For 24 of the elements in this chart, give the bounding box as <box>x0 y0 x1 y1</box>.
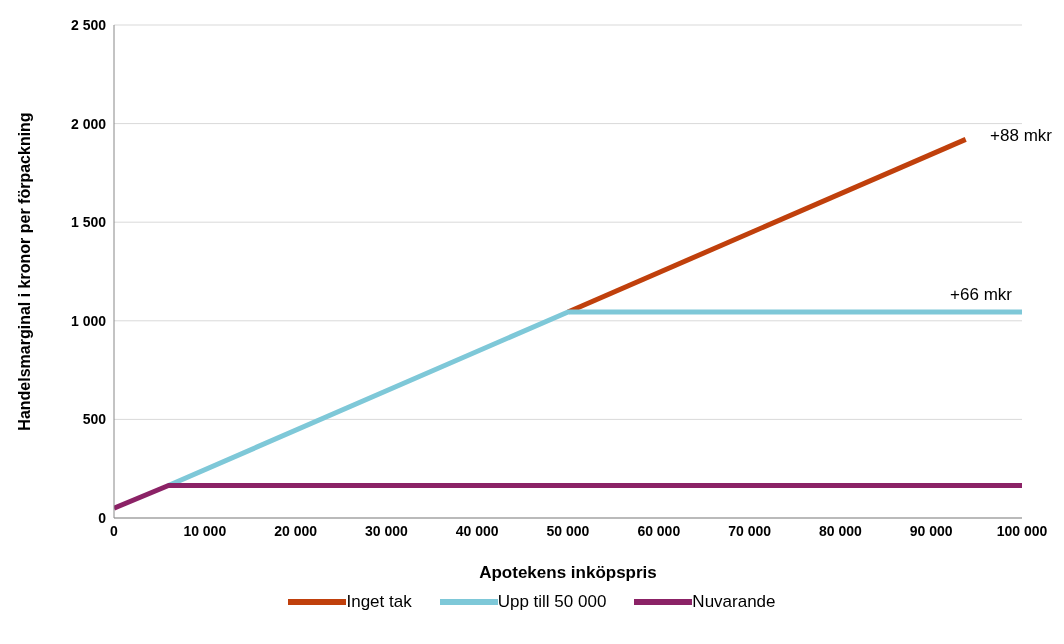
y-tick-label: 1 500 <box>70 214 107 231</box>
x-tick-label: 20 000 <box>274 522 318 539</box>
legend-label: Nuvarande <box>692 592 776 612</box>
y-tick-label: 2 500 <box>70 16 107 33</box>
y-tick-label: 1 000 <box>70 312 107 329</box>
x-tick-label: 90 000 <box>909 522 953 539</box>
x-tick-label: 50 000 <box>546 522 590 539</box>
y-tick-label: 2 000 <box>70 115 107 132</box>
x-tick-label: 70 000 <box>728 522 772 539</box>
x-tick-label: 60 000 <box>637 522 681 539</box>
legend-label: Inget tak <box>346 592 412 612</box>
x-axis-title: Apotekens inköpspris <box>479 563 657 582</box>
x-tick-label: 100 000 <box>996 522 1048 539</box>
legend-label: Upp till 50 000 <box>497 592 607 612</box>
annotation: +88 mkr <box>990 126 1052 146</box>
y-axis-title: Handelsmarginal i kronor per förpackning <box>15 112 33 431</box>
x-tick-label: 0 <box>110 522 119 539</box>
y-tick-label: 0 <box>98 509 107 526</box>
x-tick-label: 40 000 <box>455 522 499 539</box>
x-tick-label: 80 000 <box>818 522 863 539</box>
x-tick-label: 10 000 <box>183 522 227 539</box>
annotation: +66 mkr <box>950 285 1012 305</box>
y-tick-label: 500 <box>82 411 107 428</box>
x-tick-label: 30 000 <box>364 522 409 539</box>
